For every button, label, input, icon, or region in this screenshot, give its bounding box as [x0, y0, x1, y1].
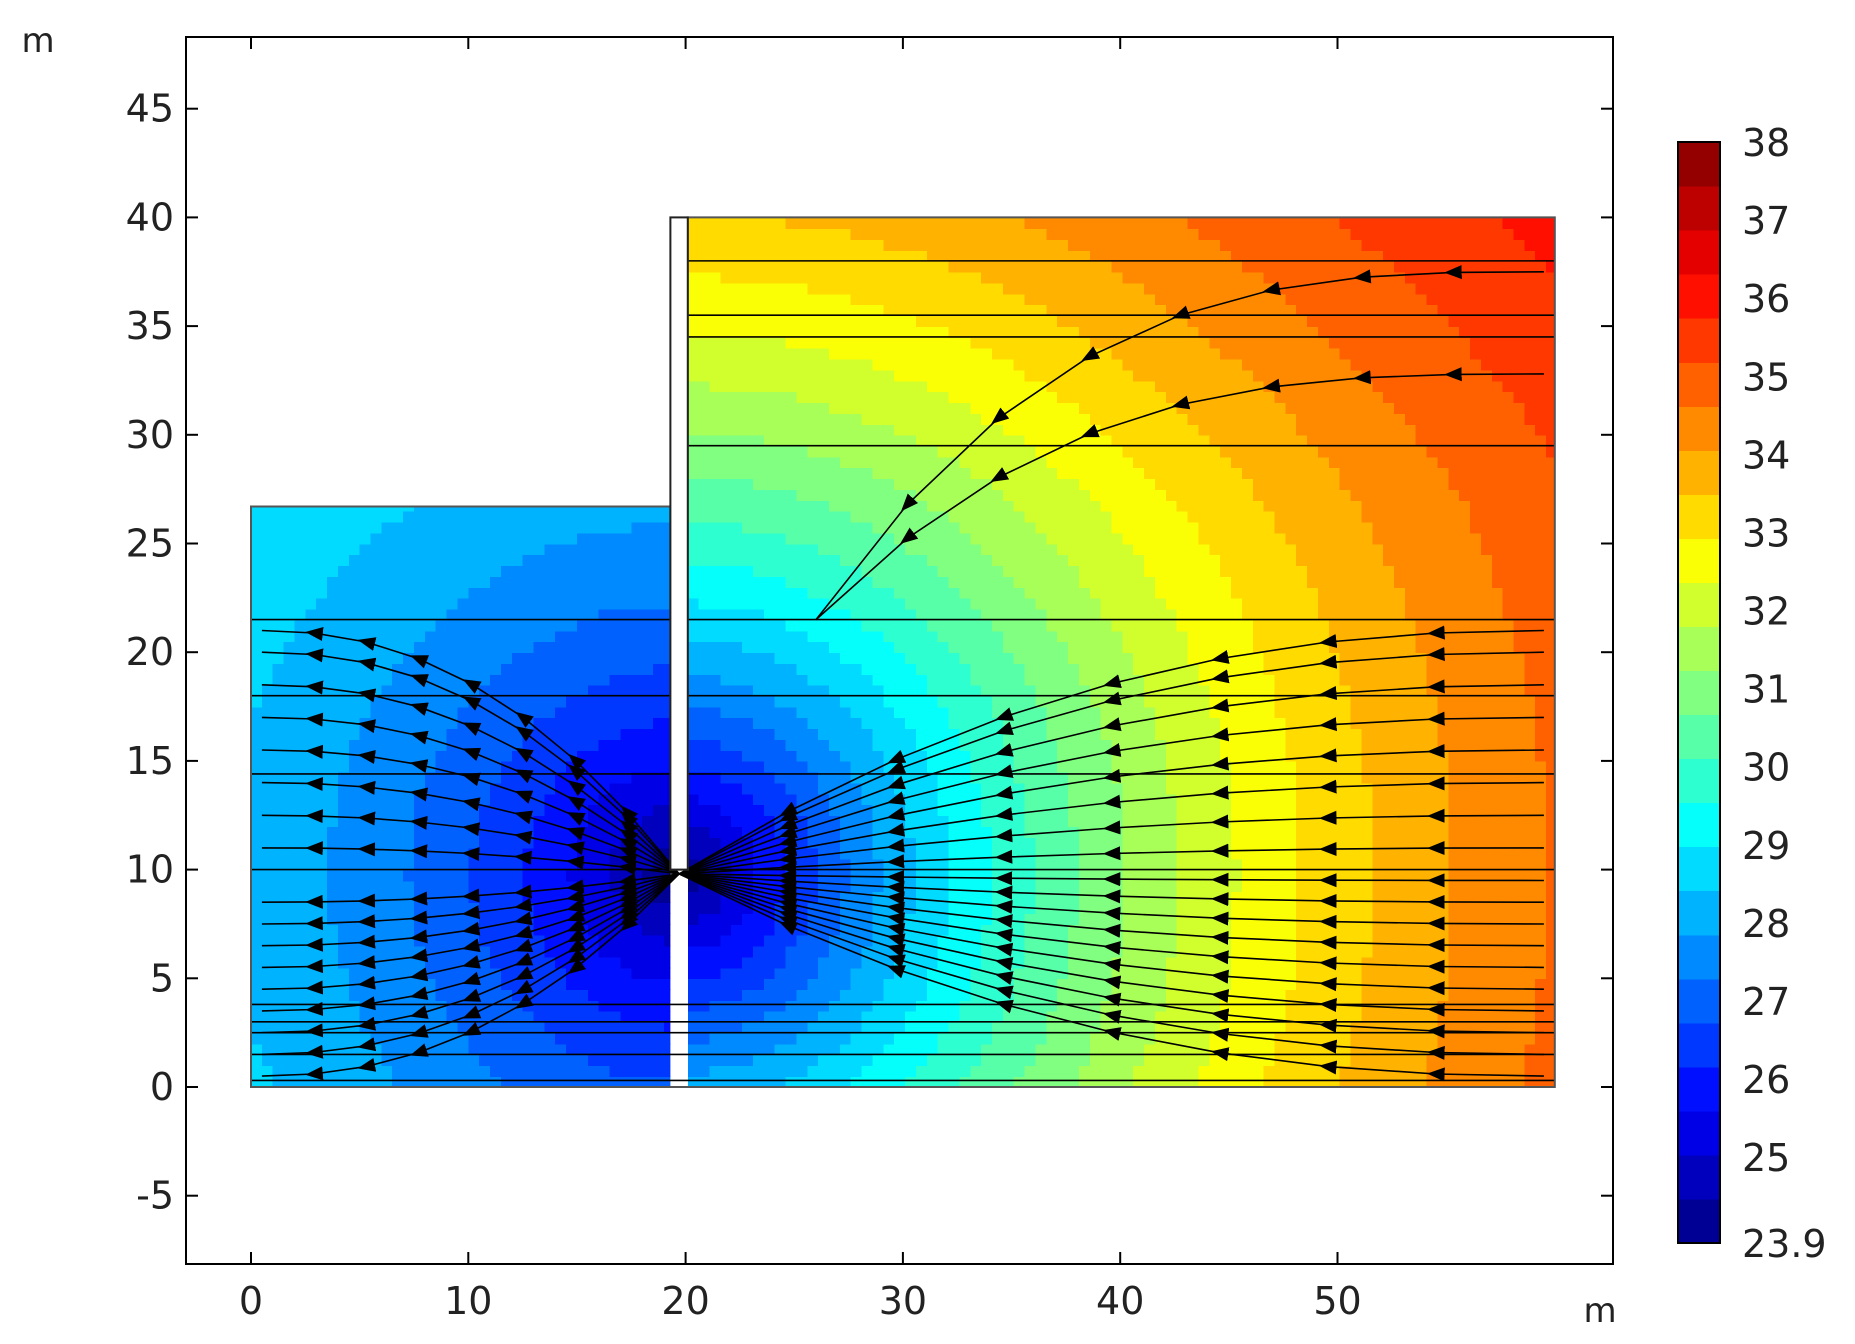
colorbar: 38 37 36 35 34 33 32 31 30 29 28 27 26 25 23.9 [1677, 121, 1827, 1266]
colorbar-border [1677, 141, 1721, 1244]
colorbar-tick-label: 36 [1742, 277, 1790, 321]
colorbar-tick-label: 33 [1742, 511, 1790, 555]
y-tick-label: 10 [126, 848, 174, 892]
colorbar-segment [1678, 186, 1720, 231]
colorbar-segment [1678, 802, 1720, 848]
y-tick-label: 0 [150, 1065, 174, 1109]
streamline [679, 868, 1544, 888]
x-tick-label: 40 [1096, 1279, 1144, 1323]
x-tick-label: 0 [239, 1279, 263, 1323]
colorbar-segment [1678, 890, 1720, 936]
y-tick-label: 15 [126, 739, 174, 783]
colorbar-segment [1678, 714, 1720, 760]
colorbar-tick-label: 25 [1742, 1136, 1790, 1180]
colorbar-segment [1678, 318, 1720, 363]
y-axis-unit-label: m [21, 21, 54, 61]
colorbar-segment [1678, 626, 1720, 671]
y-tick-label: 40 [126, 195, 174, 239]
colorbar-segment [1678, 1022, 1720, 1068]
colorbar-tick-label: 35 [1742, 355, 1790, 399]
colorbar-segment [1678, 362, 1720, 407]
colorbar-segment [1678, 230, 1720, 275]
colorbar-segment [1678, 670, 1720, 716]
colorbar-segment [1678, 1066, 1720, 1112]
y-tick-label: 25 [126, 522, 174, 566]
colorbar-tick-label: 32 [1742, 590, 1790, 634]
colorbar-tick-label: 31 [1742, 668, 1790, 712]
colorbar-segment [1678, 406, 1720, 451]
colorbar-segment [1678, 1110, 1720, 1156]
colorbar-segment [1678, 934, 1720, 980]
colorbar-tick-label: 30 [1742, 746, 1790, 790]
colorbar-segment [1678, 582, 1720, 627]
colorbar-tick-label: 37 [1742, 199, 1790, 243]
y-tick-label: 20 [126, 630, 174, 674]
x-tick-label: 50 [1313, 1279, 1361, 1323]
y-tick-label: 35 [126, 304, 174, 348]
y-tick-label: 30 [126, 413, 174, 457]
domain-outline [250, 216, 1556, 1088]
colorbar-segment [1678, 142, 1720, 187]
y-tick-label: 5 [150, 956, 174, 1000]
colorbar-segment [1678, 978, 1720, 1024]
streamline [678, 625, 1544, 875]
x-tick-label: 30 [879, 1279, 927, 1323]
colorbar-segment [1678, 846, 1720, 892]
colorbar-tick-label: 34 [1742, 433, 1790, 477]
y-tick-label: -5 [136, 1174, 174, 1218]
colorbar-segment [1678, 1199, 1720, 1244]
axes: 0 10 20 30 40 50 -5 0 5 10 15 20 25 30 35 40 45 [126, 37, 1613, 1323]
colorbar-tick-label: 23.9 [1742, 1222, 1827, 1266]
x-tick-label: 20 [661, 1279, 709, 1323]
colorbar-tick-label: 38 [1742, 121, 1790, 165]
colorbar-tick-label: 29 [1742, 824, 1790, 868]
colorbar-segment [1678, 450, 1720, 495]
streamline [261, 873, 680, 909]
colorbar-segment [1678, 274, 1720, 319]
streamlines [261, 265, 1544, 1082]
colorbar-tick-label: 27 [1742, 980, 1790, 1024]
sheet-pile [669, 216, 689, 871]
y-tick-label: 45 [126, 87, 174, 131]
streamline [261, 626, 680, 875]
colorbar-segment [1678, 538, 1720, 583]
colorbar-segment [1678, 494, 1720, 539]
colorbar-segment [1678, 758, 1720, 804]
x-axis-unit-label: m [1583, 1291, 1616, 1331]
colorbar-segment [1678, 1154, 1720, 1200]
x-tick-label: 10 [444, 1279, 492, 1323]
streamline [815, 367, 1544, 621]
colorbar-tick-label: 28 [1742, 902, 1790, 946]
colorbar-tick-label: 26 [1742, 1058, 1790, 1102]
